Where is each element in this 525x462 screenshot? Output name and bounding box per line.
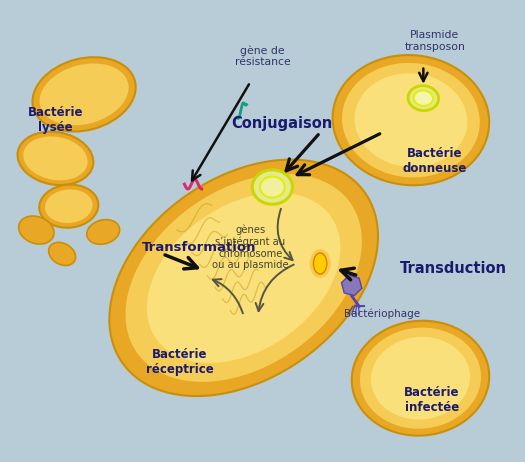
Ellipse shape [310,249,331,278]
Text: Bactériophage: Bactériophage [344,309,421,319]
Ellipse shape [33,57,135,132]
Polygon shape [360,328,481,429]
Ellipse shape [49,243,76,266]
Ellipse shape [39,63,129,125]
Polygon shape [125,174,362,382]
Text: Transformation: Transformation [141,241,256,254]
Text: Bactérie
donneuse: Bactérie donneuse [403,147,467,175]
Text: Plasmide
transposon: Plasmide transposon [404,30,465,52]
Text: gène de
résistance: gène de résistance [235,45,291,67]
Ellipse shape [39,185,98,228]
Ellipse shape [17,132,93,185]
Text: gènes
s’intégrant au
chromosome
ou au plasmide: gènes s’intégrant au chromosome ou au pl… [212,224,289,270]
Ellipse shape [45,189,92,223]
Ellipse shape [414,91,433,106]
Ellipse shape [19,216,54,244]
Text: Conjugaison: Conjugaison [232,116,332,130]
Polygon shape [354,73,467,167]
Text: Bactérie
réceptrice: Bactérie réceptrice [146,348,214,376]
Ellipse shape [260,176,285,198]
Polygon shape [147,193,340,363]
Ellipse shape [408,86,438,110]
Ellipse shape [23,136,88,180]
Text: Bactérie
lysée: Bactérie lysée [28,106,83,134]
Polygon shape [342,275,362,296]
Polygon shape [342,63,480,177]
Text: Transduction: Transduction [400,261,507,276]
Polygon shape [352,321,489,436]
Polygon shape [333,55,489,185]
Polygon shape [109,159,378,396]
Text: Bactérie
infectée: Bactérie infectée [404,386,460,414]
Polygon shape [371,337,470,419]
Ellipse shape [313,253,327,274]
Ellipse shape [253,170,292,204]
Ellipse shape [87,219,120,244]
